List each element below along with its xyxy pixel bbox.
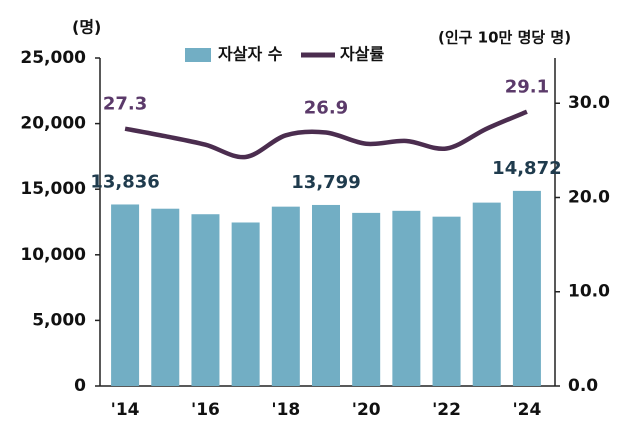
legend-swatch: [185, 48, 211, 62]
x-tick-label: '22: [432, 400, 461, 420]
bar: [111, 204, 140, 386]
bar: [191, 214, 220, 386]
y2-tick-label: 20.0: [568, 187, 610, 207]
bar-value-label: 14,872: [492, 158, 561, 179]
y2-tick-label: 30.0: [568, 93, 610, 113]
bar: [271, 206, 300, 386]
y-tick-label: 5,000: [32, 310, 86, 330]
x-tick-label: '16: [191, 400, 220, 420]
bar-value-label: 13,799: [291, 172, 360, 193]
y2-tick-label: 0.0: [568, 376, 598, 396]
bar: [312, 204, 340, 386]
x-tick-label: '24: [512, 400, 541, 420]
bar: [432, 216, 461, 386]
bar: [231, 222, 260, 386]
line-value-label: 26.9: [304, 97, 348, 118]
y2-tick-label: 10.0: [568, 282, 610, 302]
x-tick-label: '20: [352, 400, 381, 420]
bar: [151, 208, 180, 386]
bar: [392, 210, 421, 386]
y-tick-label: 10,000: [20, 245, 86, 265]
y2-axis-label: (인구 10만 명당 명): [438, 29, 571, 47]
y-tick-label: 20,000: [20, 114, 86, 134]
y-tick-label: 25,000: [20, 48, 86, 68]
bar: [512, 190, 541, 386]
legend-label: 자살자 수: [218, 45, 283, 64]
y-tick-label: 15,000: [20, 179, 86, 199]
line-value-label: 29.1: [505, 77, 549, 98]
bar-value-label: 13,836: [90, 171, 159, 192]
x-tick-label: '18: [271, 400, 300, 420]
x-tick-label: '14: [111, 400, 140, 420]
y-axis-label: (명): [72, 18, 101, 37]
line-value-label: 27.3: [103, 94, 147, 115]
y-tick-label: 0: [74, 376, 86, 396]
bar: [472, 202, 501, 386]
bar: [352, 212, 381, 386]
line: [124, 109, 528, 160]
legend-label: 자살률: [340, 45, 384, 64]
